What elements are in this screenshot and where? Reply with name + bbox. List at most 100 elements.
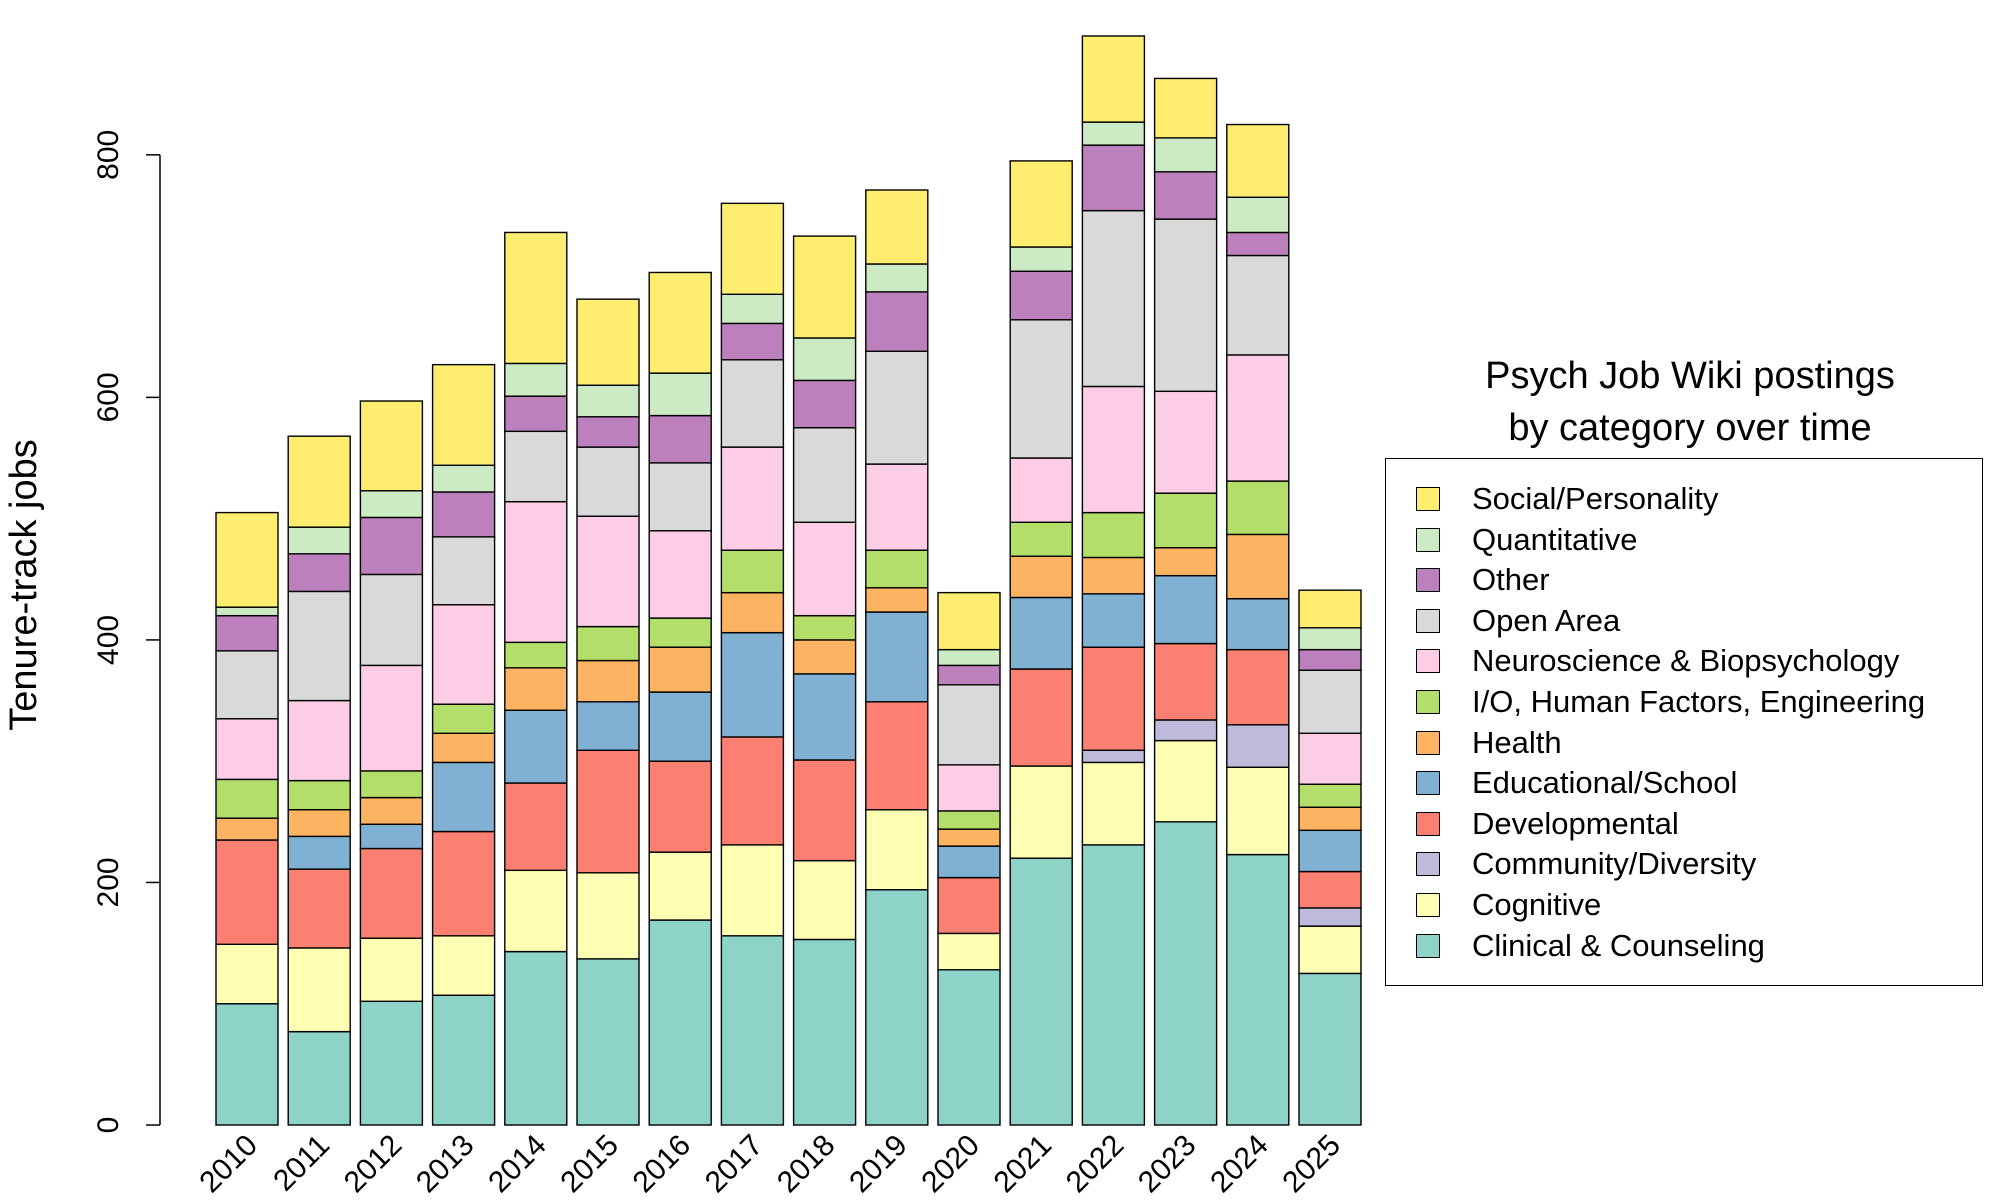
bar-segment bbox=[1153, 390, 1218, 494]
bar-segment bbox=[1081, 385, 1146, 514]
x-tick-label: 2025 bbox=[1276, 1129, 1347, 1200]
legend-swatch bbox=[1416, 771, 1440, 796]
bar-segment bbox=[865, 549, 929, 589]
x-tick-label: 2023 bbox=[1132, 1129, 1203, 1200]
legend-title-line-2: by category over time bbox=[1508, 407, 1872, 449]
bar-segment bbox=[287, 590, 351, 702]
legend-swatch bbox=[1416, 608, 1440, 633]
bar-segment bbox=[1009, 596, 1073, 670]
bar-segment bbox=[431, 935, 496, 996]
bar-segment bbox=[431, 761, 496, 833]
bar-segment bbox=[1226, 766, 1290, 856]
y-tick-label: 400 bbox=[92, 615, 125, 665]
legend-item: Community/Diversity bbox=[1416, 846, 1756, 882]
bar-segment bbox=[504, 950, 568, 1126]
bar-segment bbox=[504, 500, 568, 644]
bar-segment bbox=[1298, 669, 1362, 734]
bar-segment bbox=[1226, 724, 1290, 768]
bar-segment bbox=[937, 764, 1001, 812]
bar-segment bbox=[865, 889, 929, 1126]
bar-segment bbox=[359, 490, 424, 519]
x-tick-label: 2024 bbox=[1204, 1129, 1275, 1200]
bar-segment bbox=[1298, 806, 1362, 832]
bar-segment bbox=[359, 847, 424, 939]
legend-label: Clinical & Counseling bbox=[1472, 927, 1765, 963]
bar-segment bbox=[431, 830, 496, 937]
bar-segment bbox=[1081, 209, 1146, 388]
bar-segment bbox=[359, 664, 424, 772]
bar-segment bbox=[1009, 270, 1073, 321]
bar-segment bbox=[359, 770, 424, 799]
bar-segment bbox=[1226, 853, 1290, 1126]
bar-segment bbox=[287, 699, 351, 782]
bar-segment bbox=[1226, 533, 1290, 600]
bar-segment bbox=[648, 691, 712, 762]
bar-segment bbox=[1298, 907, 1362, 927]
bar-segment bbox=[1081, 511, 1146, 559]
y-tick-label: 600 bbox=[92, 372, 125, 422]
legend-item: Other bbox=[1416, 562, 1550, 598]
bar-segment bbox=[215, 778, 279, 819]
bar-segment bbox=[720, 322, 785, 361]
bar-segment bbox=[720, 631, 785, 738]
bar-segment bbox=[720, 446, 785, 551]
bar-segment bbox=[792, 639, 857, 675]
bar-segment bbox=[215, 839, 279, 946]
bar-segment bbox=[504, 641, 568, 669]
bar-segment bbox=[1298, 627, 1362, 651]
legend-label: Community/Diversity bbox=[1472, 846, 1757, 882]
legend-item: Open Area bbox=[1416, 603, 1620, 639]
bars-layer bbox=[215, 35, 1362, 1126]
bar-segment bbox=[1081, 121, 1146, 146]
bar-segment bbox=[1009, 246, 1073, 272]
bar-segment bbox=[1153, 642, 1218, 721]
legend-label: I/O, Human Factors, Engineering bbox=[1472, 684, 1926, 719]
bar-segment bbox=[648, 530, 712, 619]
bar-segment bbox=[720, 736, 785, 846]
bar-segment bbox=[576, 872, 640, 960]
bar-segment bbox=[1153, 821, 1218, 1126]
bar-segment bbox=[1009, 521, 1073, 557]
y-axis-label: Tenure-track jobs bbox=[3, 439, 45, 730]
bar-segment bbox=[1298, 783, 1362, 808]
x-tick-label: 2021 bbox=[988, 1129, 1059, 1200]
bar-segment bbox=[865, 263, 929, 293]
bar-segment bbox=[287, 526, 351, 555]
bar-segment bbox=[287, 779, 351, 811]
bar-segment bbox=[431, 536, 496, 606]
bar-segment bbox=[359, 573, 424, 667]
bar-segment bbox=[287, 835, 351, 870]
legend-label: Other bbox=[1472, 562, 1550, 598]
bar-segment bbox=[431, 491, 496, 538]
legend-item: Cognitive bbox=[1416, 887, 1601, 923]
legend-label: Educational/School bbox=[1472, 765, 1738, 801]
x-tick-label: 2020 bbox=[915, 1129, 986, 1200]
bar-segment bbox=[1298, 972, 1362, 1126]
bar-segment bbox=[865, 463, 929, 551]
legend-label: Quantitative bbox=[1472, 521, 1638, 557]
bar-segment bbox=[504, 667, 568, 711]
bar-segment bbox=[937, 969, 1001, 1126]
bar-segment bbox=[937, 648, 1001, 667]
bar-segment bbox=[792, 759, 857, 862]
bar-segment bbox=[648, 414, 712, 464]
bar-segment bbox=[504, 869, 568, 953]
legend-title-line-1: Psych Job Wiki postings bbox=[1485, 355, 1895, 397]
bar-segment bbox=[865, 291, 929, 352]
bar-segment bbox=[648, 851, 712, 921]
y-axis: 0 200 400 600 800 bbox=[92, 130, 161, 1133]
x-tick-label: 2011 bbox=[267, 1129, 336, 1198]
bar-segment bbox=[1081, 844, 1146, 1126]
bar-segment bbox=[792, 859, 857, 941]
x-tick-label: 2013 bbox=[410, 1129, 481, 1200]
bar-segment bbox=[431, 464, 496, 493]
legend-label: Open Area bbox=[1472, 602, 1621, 638]
bar-segment bbox=[1081, 593, 1146, 648]
legend-swatch bbox=[1416, 893, 1440, 917]
bar-segment bbox=[792, 673, 857, 761]
legend-swatch bbox=[1416, 649, 1440, 674]
bar-segment bbox=[1298, 829, 1362, 873]
bar-segment bbox=[1153, 492, 1218, 549]
legend-item: Neuroscience & Biopsychology bbox=[1416, 643, 1899, 679]
